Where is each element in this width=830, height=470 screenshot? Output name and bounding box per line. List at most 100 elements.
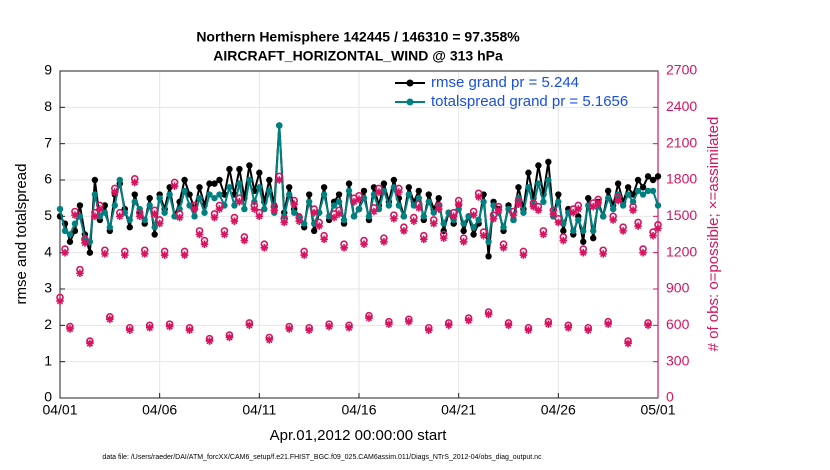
y-tick-label: 8 [44, 98, 52, 114]
data-point [609, 205, 617, 213]
data-point [226, 165, 233, 173]
obs-assimilated [514, 200, 523, 209]
obs-assimilated [380, 237, 388, 246]
obs-assimilated [285, 325, 294, 333]
data-point [590, 234, 597, 242]
data-point [131, 191, 138, 198]
legend-label: totalspread grand pr = 5.1656 [431, 93, 628, 110]
data-point [555, 198, 562, 205]
obs-assimilated [484, 310, 493, 319]
data-point [246, 162, 253, 169]
obs-assimilated [405, 317, 413, 326]
obs-assimilated [619, 227, 627, 235]
data-point [345, 180, 353, 187]
data-point [286, 191, 293, 198]
obs-assimilated [494, 206, 503, 215]
obs-assimilated [150, 210, 159, 218]
y2-tick-label: 2700 [666, 62, 697, 78]
obs-assimilated [444, 321, 453, 330]
data-point [305, 191, 313, 198]
y2-tick-label: 1500 [666, 207, 697, 223]
obs-assimilated [180, 251, 189, 259]
data-point [236, 180, 243, 187]
obs-assimilated [400, 227, 408, 235]
obs-assimilated [579, 248, 588, 257]
data-point [206, 180, 213, 187]
data-point [485, 238, 492, 245]
data-point [395, 202, 403, 209]
data-point [460, 227, 467, 235]
obs-assimilated [250, 205, 259, 213]
data-point [654, 173, 662, 180]
y2-tick-label: 1200 [666, 243, 697, 259]
obs-assimilated [175, 213, 184, 222]
obs-assimilated [419, 235, 428, 244]
data-point [56, 205, 64, 213]
obs-assimilated [554, 218, 563, 227]
data-point [470, 231, 477, 238]
obs-assimilated [255, 212, 264, 221]
x-tick-label: 04/06 [142, 402, 177, 418]
data-point [619, 202, 627, 209]
data-point [201, 209, 208, 216]
obs-assimilated [629, 206, 637, 215]
data-point [405, 191, 413, 198]
data-point [266, 176, 273, 184]
data-point [510, 216, 517, 224]
data-point [61, 227, 69, 235]
data-point [525, 169, 532, 176]
obs-assimilated [345, 323, 353, 332]
data-point [246, 176, 253, 184]
data-point [335, 191, 343, 198]
chart-title: Northern Hemisphere 142445 / 146310 = 97… [196, 29, 520, 45]
data-point [345, 187, 353, 195]
data-point [330, 202, 338, 209]
obs-assimilated [589, 202, 598, 211]
data-point [475, 216, 482, 224]
obs-assimilated [559, 236, 568, 245]
obs-assimilated [230, 217, 239, 225]
x-tick-label: 04/16 [341, 402, 376, 418]
obs-assimilated [106, 315, 114, 324]
data-point [116, 176, 124, 184]
data-point [535, 180, 542, 187]
obs-assimilated [125, 326, 134, 334]
obs-assimilated [91, 212, 99, 221]
obs-assimilated [320, 235, 328, 244]
obs-assimilated [240, 236, 249, 245]
obs-assimilated [415, 204, 423, 212]
data-point [480, 198, 487, 205]
data-point [560, 227, 567, 235]
obs-assimilated [569, 208, 578, 217]
obs-assimilated [370, 207, 378, 216]
data-point [241, 205, 248, 213]
y-tick-label: 2 [44, 316, 52, 332]
y2-tick-label: 1800 [666, 171, 697, 187]
obs-assimilated [609, 216, 617, 224]
obs-assimilated [265, 336, 274, 344]
obs-assimilated [544, 320, 553, 328]
obs-assimilated [215, 205, 224, 213]
data-point [644, 187, 652, 195]
obs-assimilated [634, 222, 642, 230]
data-point [206, 191, 213, 198]
x-tick-label: 04/26 [541, 402, 576, 418]
obs-assimilated [489, 214, 498, 223]
obs-assimilated [614, 196, 622, 205]
legend-marker [406, 79, 414, 87]
obs-assimilated [61, 248, 69, 257]
data-point [196, 184, 203, 191]
obs-assimilated [160, 251, 169, 259]
data-point [425, 191, 432, 198]
obs-assimilated [280, 218, 289, 227]
y2-tick-label: 2400 [666, 98, 697, 114]
obs-assimilated [205, 337, 214, 345]
obs-assimilated [499, 244, 508, 252]
data-point [320, 191, 328, 198]
data-point [580, 238, 587, 245]
obs-assimilated [270, 206, 279, 215]
data-point [226, 184, 233, 191]
data-point [131, 198, 138, 205]
data-point [435, 194, 442, 202]
data-point [365, 213, 373, 220]
